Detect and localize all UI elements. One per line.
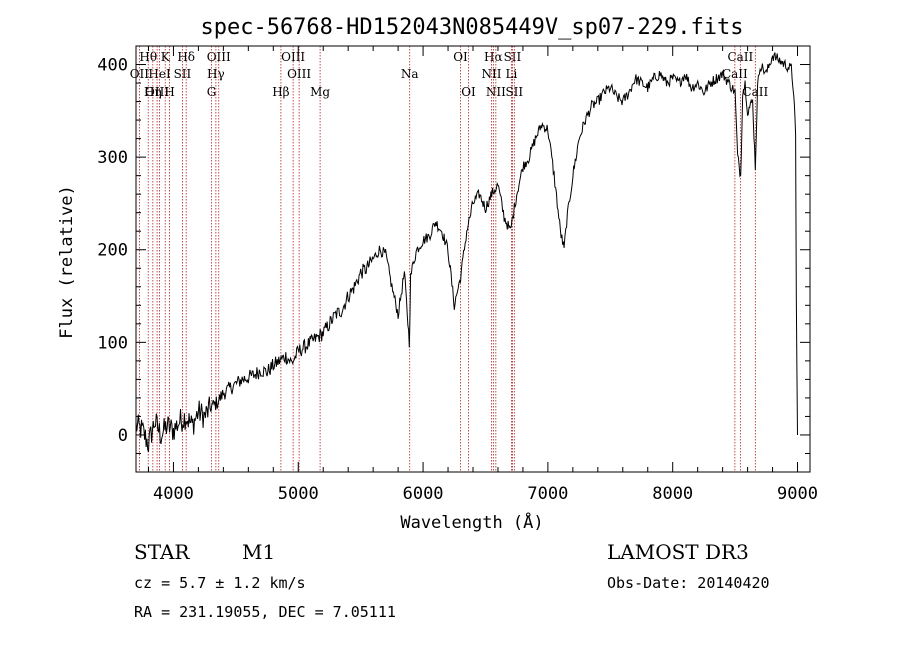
x-tick-label: 8000 <box>652 484 693 504</box>
spectral-line-label: Li <box>506 67 518 81</box>
spectral-line-label: HeI <box>148 67 171 81</box>
spectral-line-label: K <box>161 50 171 64</box>
spectral-line-label: OIII <box>281 50 305 64</box>
y-tick-label: 0 <box>118 426 128 446</box>
obs-date-text: Obs-Date: 20140420 <box>607 574 770 592</box>
spectrum-series-line <box>135 52 798 452</box>
redshift-text: cz = 5.7 ± 1.2 km/s <box>134 574 306 592</box>
spectral-line-label: Hδ <box>177 50 195 64</box>
spectral-line-label: CaII <box>722 67 748 81</box>
survey-name: LAMOST DR3 <box>607 540 749 564</box>
chart-title: spec-56768-HD152043N085449V_sp07-229.fit… <box>200 15 743 40</box>
spectral-line-label: CaII <box>742 85 768 99</box>
y-tick-label: 100 <box>97 333 128 353</box>
x-tick-label: 9000 <box>777 484 818 504</box>
x-tick-label: 7000 <box>527 484 568 504</box>
spectral-line-label: NII <box>481 67 501 81</box>
spectral-line-label: Hβ <box>272 85 289 99</box>
spectral-line-label: OIII <box>145 85 169 99</box>
spectral-line-label: SII <box>505 85 523 99</box>
spectral-line-label: NII <box>486 85 506 99</box>
plot-frame <box>135 45 811 473</box>
y-tick-label: 200 <box>97 241 128 261</box>
y-tick-label: 300 <box>97 148 128 168</box>
spectral-line-label: H <box>164 85 174 99</box>
spectral-line-label: Hθ <box>139 50 157 64</box>
y-tick-label: 400 <box>97 56 128 76</box>
y-axis-label: Flux (relative) <box>57 185 77 339</box>
x-tick-label: 4000 <box>153 484 194 504</box>
spectral-line-label: Hη <box>144 85 162 99</box>
spectral-line-label: SII <box>174 67 192 81</box>
spectral-line-label: Na <box>401 67 419 81</box>
x-tick-label: 6000 <box>403 484 444 504</box>
spectral-line-label: OII <box>130 67 150 81</box>
spectral-line-label: G <box>207 85 217 99</box>
spectral-line-label: OI <box>453 50 468 64</box>
spectral-line-label: Hγ <box>207 67 225 81</box>
x-axis-label: Wavelength (Å) <box>400 511 543 533</box>
spectral-line-label: OIII <box>287 67 311 81</box>
object-class: STAR <box>134 540 190 564</box>
spectral-line-label: Mg <box>310 85 330 99</box>
spectral-line-label: Hα <box>484 50 503 64</box>
coordinates-text: RA = 231.19055, DEC = 7.05111 <box>134 603 396 621</box>
axis-ticks: 4000 5000 6000 7000 8000 9000 0 100 200 300 400 <box>97 45 818 504</box>
x-tick-label: 5000 <box>278 484 319 504</box>
spectral-line-label: OIII <box>207 50 231 64</box>
spectral-line-label: OI <box>461 85 476 99</box>
spectral-line-label: SII <box>504 50 522 64</box>
spectral-line-label: CaII <box>727 50 753 64</box>
object-subclass: M1 <box>242 540 276 564</box>
